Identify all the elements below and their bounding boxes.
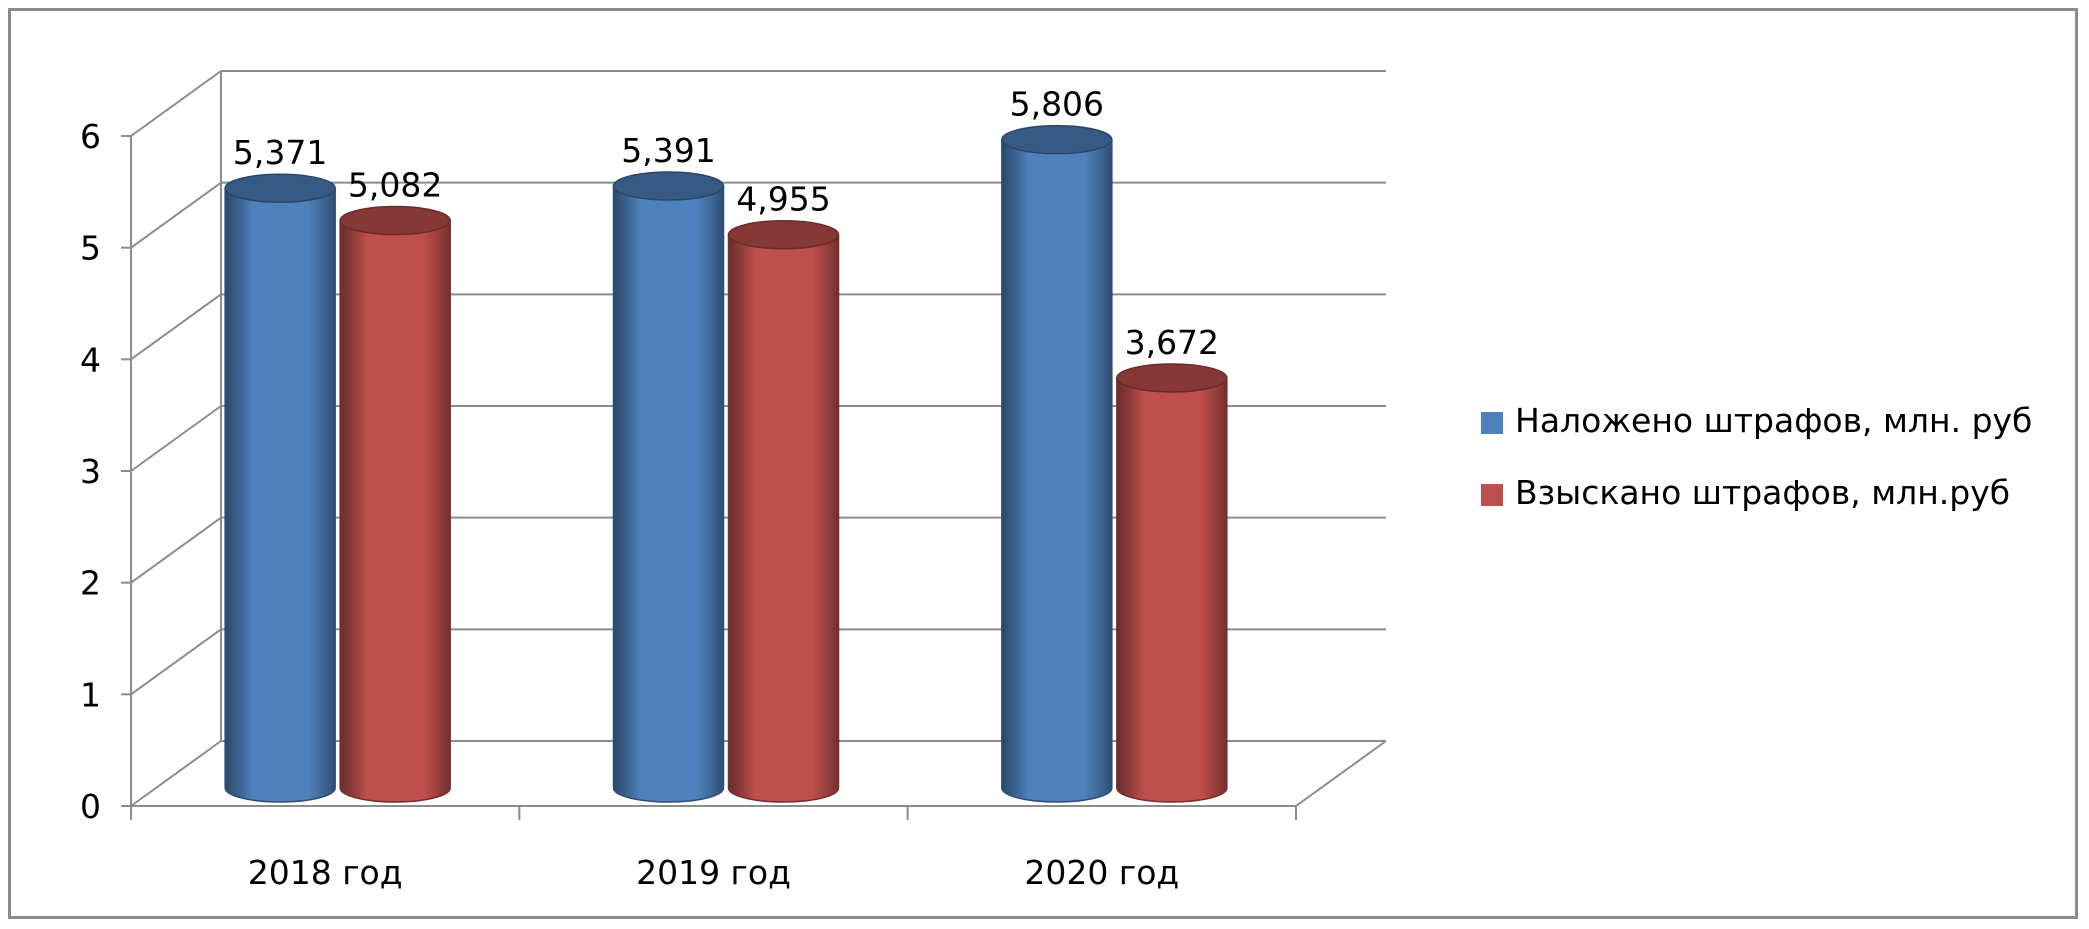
gridline-side (130, 405, 222, 472)
chart-frame: 0 1 2 3 4 5 6 2018 год 2019 год 2020 год 5,371 5,39… (8, 8, 2078, 919)
y-tick-label: 5 (80, 229, 101, 268)
data-label: 5,371 (233, 133, 327, 172)
gridline-side (130, 740, 222, 807)
bar (1001, 138, 1113, 803)
data-label: 5,082 (348, 166, 442, 205)
y-tick-label: 6 (80, 117, 101, 156)
y-tick-label: 4 (80, 340, 101, 379)
bar (727, 233, 840, 803)
x-tick-label: 2020 год (1024, 853, 1179, 892)
x-tick-label: 2019 год (636, 853, 791, 892)
bar (1116, 377, 1228, 803)
bars (224, 124, 1228, 803)
labels: 0 1 2 3 4 5 6 2018 год 2019 год 2020 год 5,371 5,39… (80, 85, 1219, 892)
bar (224, 187, 336, 803)
y-tick-label: 0 (80, 787, 101, 826)
data-label: 3,672 (1125, 323, 1219, 362)
legend-label: Наложено штрафов, млн. руб (1515, 401, 2032, 440)
floor-right-edge (1295, 740, 1387, 807)
gridline-side (130, 70, 222, 137)
bar (612, 185, 725, 803)
y-tick-label: 3 (80, 452, 101, 491)
bar-chart: 0 1 2 3 4 5 6 2018 год 2019 год 2020 год 5,371 5,39… (80, 70, 2032, 892)
bar-top (224, 173, 336, 203)
data-label: 5,806 (1010, 85, 1104, 124)
legend-label: Взыскано штрафов, млн.руб (1515, 473, 2010, 512)
legend-swatch (1481, 484, 1503, 506)
data-label: 5,391 (621, 131, 715, 170)
bar-top (727, 219, 840, 250)
axes (121, 135, 1387, 820)
gridline-side (130, 516, 222, 584)
data-label: 4,955 (736, 180, 830, 219)
x-tick-label: 2018 год (248, 853, 403, 892)
gridline-side (130, 181, 222, 249)
bar-top (612, 171, 725, 201)
bar-top (1001, 124, 1113, 155)
gridline-side (130, 293, 222, 361)
bar (339, 219, 451, 803)
bar-top (339, 205, 451, 236)
gridline-side (130, 628, 222, 696)
y-tick-label: 2 (80, 564, 101, 603)
legend-swatch (1481, 412, 1503, 434)
y-tick-label: 1 (80, 675, 101, 714)
legend: Наложено штрафов, млн. руб Взыскано штраф… (1481, 401, 2032, 512)
bar-top (1116, 363, 1228, 393)
